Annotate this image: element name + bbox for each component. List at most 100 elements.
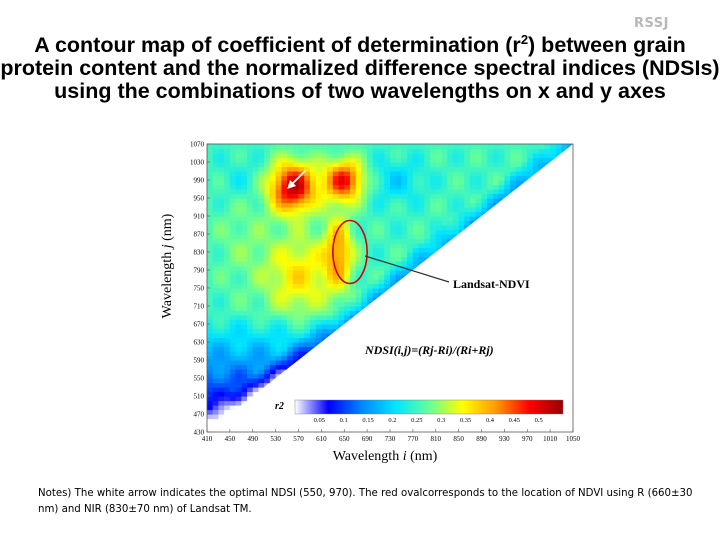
heatmap-cell [224,337,231,343]
heatmap-cell [258,288,265,294]
heatmap-cell [481,153,488,159]
heatmap-cell [269,301,277,307]
heatmap-cell [287,319,294,325]
heatmap-cell [315,252,322,258]
heatmap-cell [532,148,540,154]
heatmap-cell [247,364,254,370]
y-tick-label: 950 [194,195,205,203]
heatmap-cell [258,175,265,181]
heatmap-cell [207,342,214,348]
heatmap-cell [452,216,460,222]
heatmap-cell [241,378,248,384]
heatmap-cell [441,148,448,154]
heatmap-cell [281,297,288,303]
heatmap-cell [304,211,311,217]
heatmap-cell [344,189,351,195]
heatmap-cell [258,369,265,375]
heatmap-cell [264,378,271,384]
heatmap-cell [430,198,437,204]
heatmap-cell [338,189,345,195]
heatmap-cell [390,229,397,235]
heatmap-cell [264,247,271,253]
heatmap-cell [309,225,317,231]
heatmap-cell [447,162,454,168]
heatmap-cell [235,373,242,379]
heatmap-cell [498,180,505,186]
heatmap-cell [367,265,374,271]
heatmap-cell [292,324,300,330]
heatmap-cell [298,261,305,267]
heatmap-cell [504,175,511,181]
heatmap-cell [355,238,363,244]
heatmap-cell [218,180,225,186]
heatmap-cell [378,211,385,217]
heatmap-cell [247,337,254,343]
heatmap-cell [224,279,231,285]
heatmap-cell [418,162,425,168]
heatmap-cell [309,202,317,208]
heatmap-cell [252,279,260,285]
heatmap-cell [269,351,277,357]
heatmap-cell [212,229,220,235]
heatmap-cell [252,189,260,195]
heatmap-cell [275,184,282,190]
heatmap-cell [281,306,288,312]
heatmap-cell [321,333,328,339]
heatmap-cell [218,175,225,181]
heatmap-cell [338,229,345,235]
heatmap-cell [304,315,311,321]
heatmap-cell [401,175,408,181]
heatmap-cell [401,180,408,186]
heatmap-cell [361,180,368,186]
heatmap-cell [464,193,471,199]
heatmap-cell [235,396,242,402]
heatmap-cell [447,184,454,190]
heatmap-cell [384,225,391,231]
heatmap-cell [349,148,357,154]
heatmap-cell [275,342,282,348]
heatmap-cell [247,252,254,258]
heatmap-cell [212,409,220,415]
heatmap-cell [218,333,225,339]
heatmap-cell [218,288,225,294]
y-tick-label: 590 [194,357,205,365]
heatmap-cell [418,220,425,226]
heatmap-cell [395,180,403,186]
heatmap-cell [458,153,465,159]
heatmap-cell [264,297,271,303]
heatmap-cell [384,189,391,195]
heatmap-cell [212,400,220,406]
heatmap-cell [264,364,271,370]
heatmap-cell [247,288,254,294]
heatmap-cell [395,243,403,249]
heatmap-cell [390,225,397,231]
heatmap-cell [361,153,368,159]
heatmap-cell [407,220,414,226]
heatmap-cell [212,288,220,294]
heatmap-cell [252,229,260,235]
heatmap-cell [332,279,340,285]
heatmap-cell [281,328,288,334]
heatmap-cell [435,225,443,231]
heatmap-cell [218,216,225,222]
heatmap-cell [304,171,311,177]
heatmap-cell [235,220,242,226]
heatmap-cell [287,171,294,177]
heatmap-cell [349,306,357,312]
heatmap-cell [367,202,374,208]
heatmap-cell [218,355,225,361]
heatmap-cell [292,265,300,271]
heatmap-cell [212,166,220,172]
heatmap-cell [269,238,277,244]
heatmap-cell [235,351,242,357]
heatmap-cell [378,157,385,163]
heatmap-cell [430,220,437,226]
heatmap-cell [361,148,368,154]
heatmap-cell [287,211,294,217]
heatmap-cell [287,270,294,276]
heatmap-cell [224,189,231,195]
heatmap-cell [258,157,265,163]
heatmap-cell [207,297,214,303]
heatmap-cell [292,229,300,235]
heatmap-cell [241,225,248,231]
